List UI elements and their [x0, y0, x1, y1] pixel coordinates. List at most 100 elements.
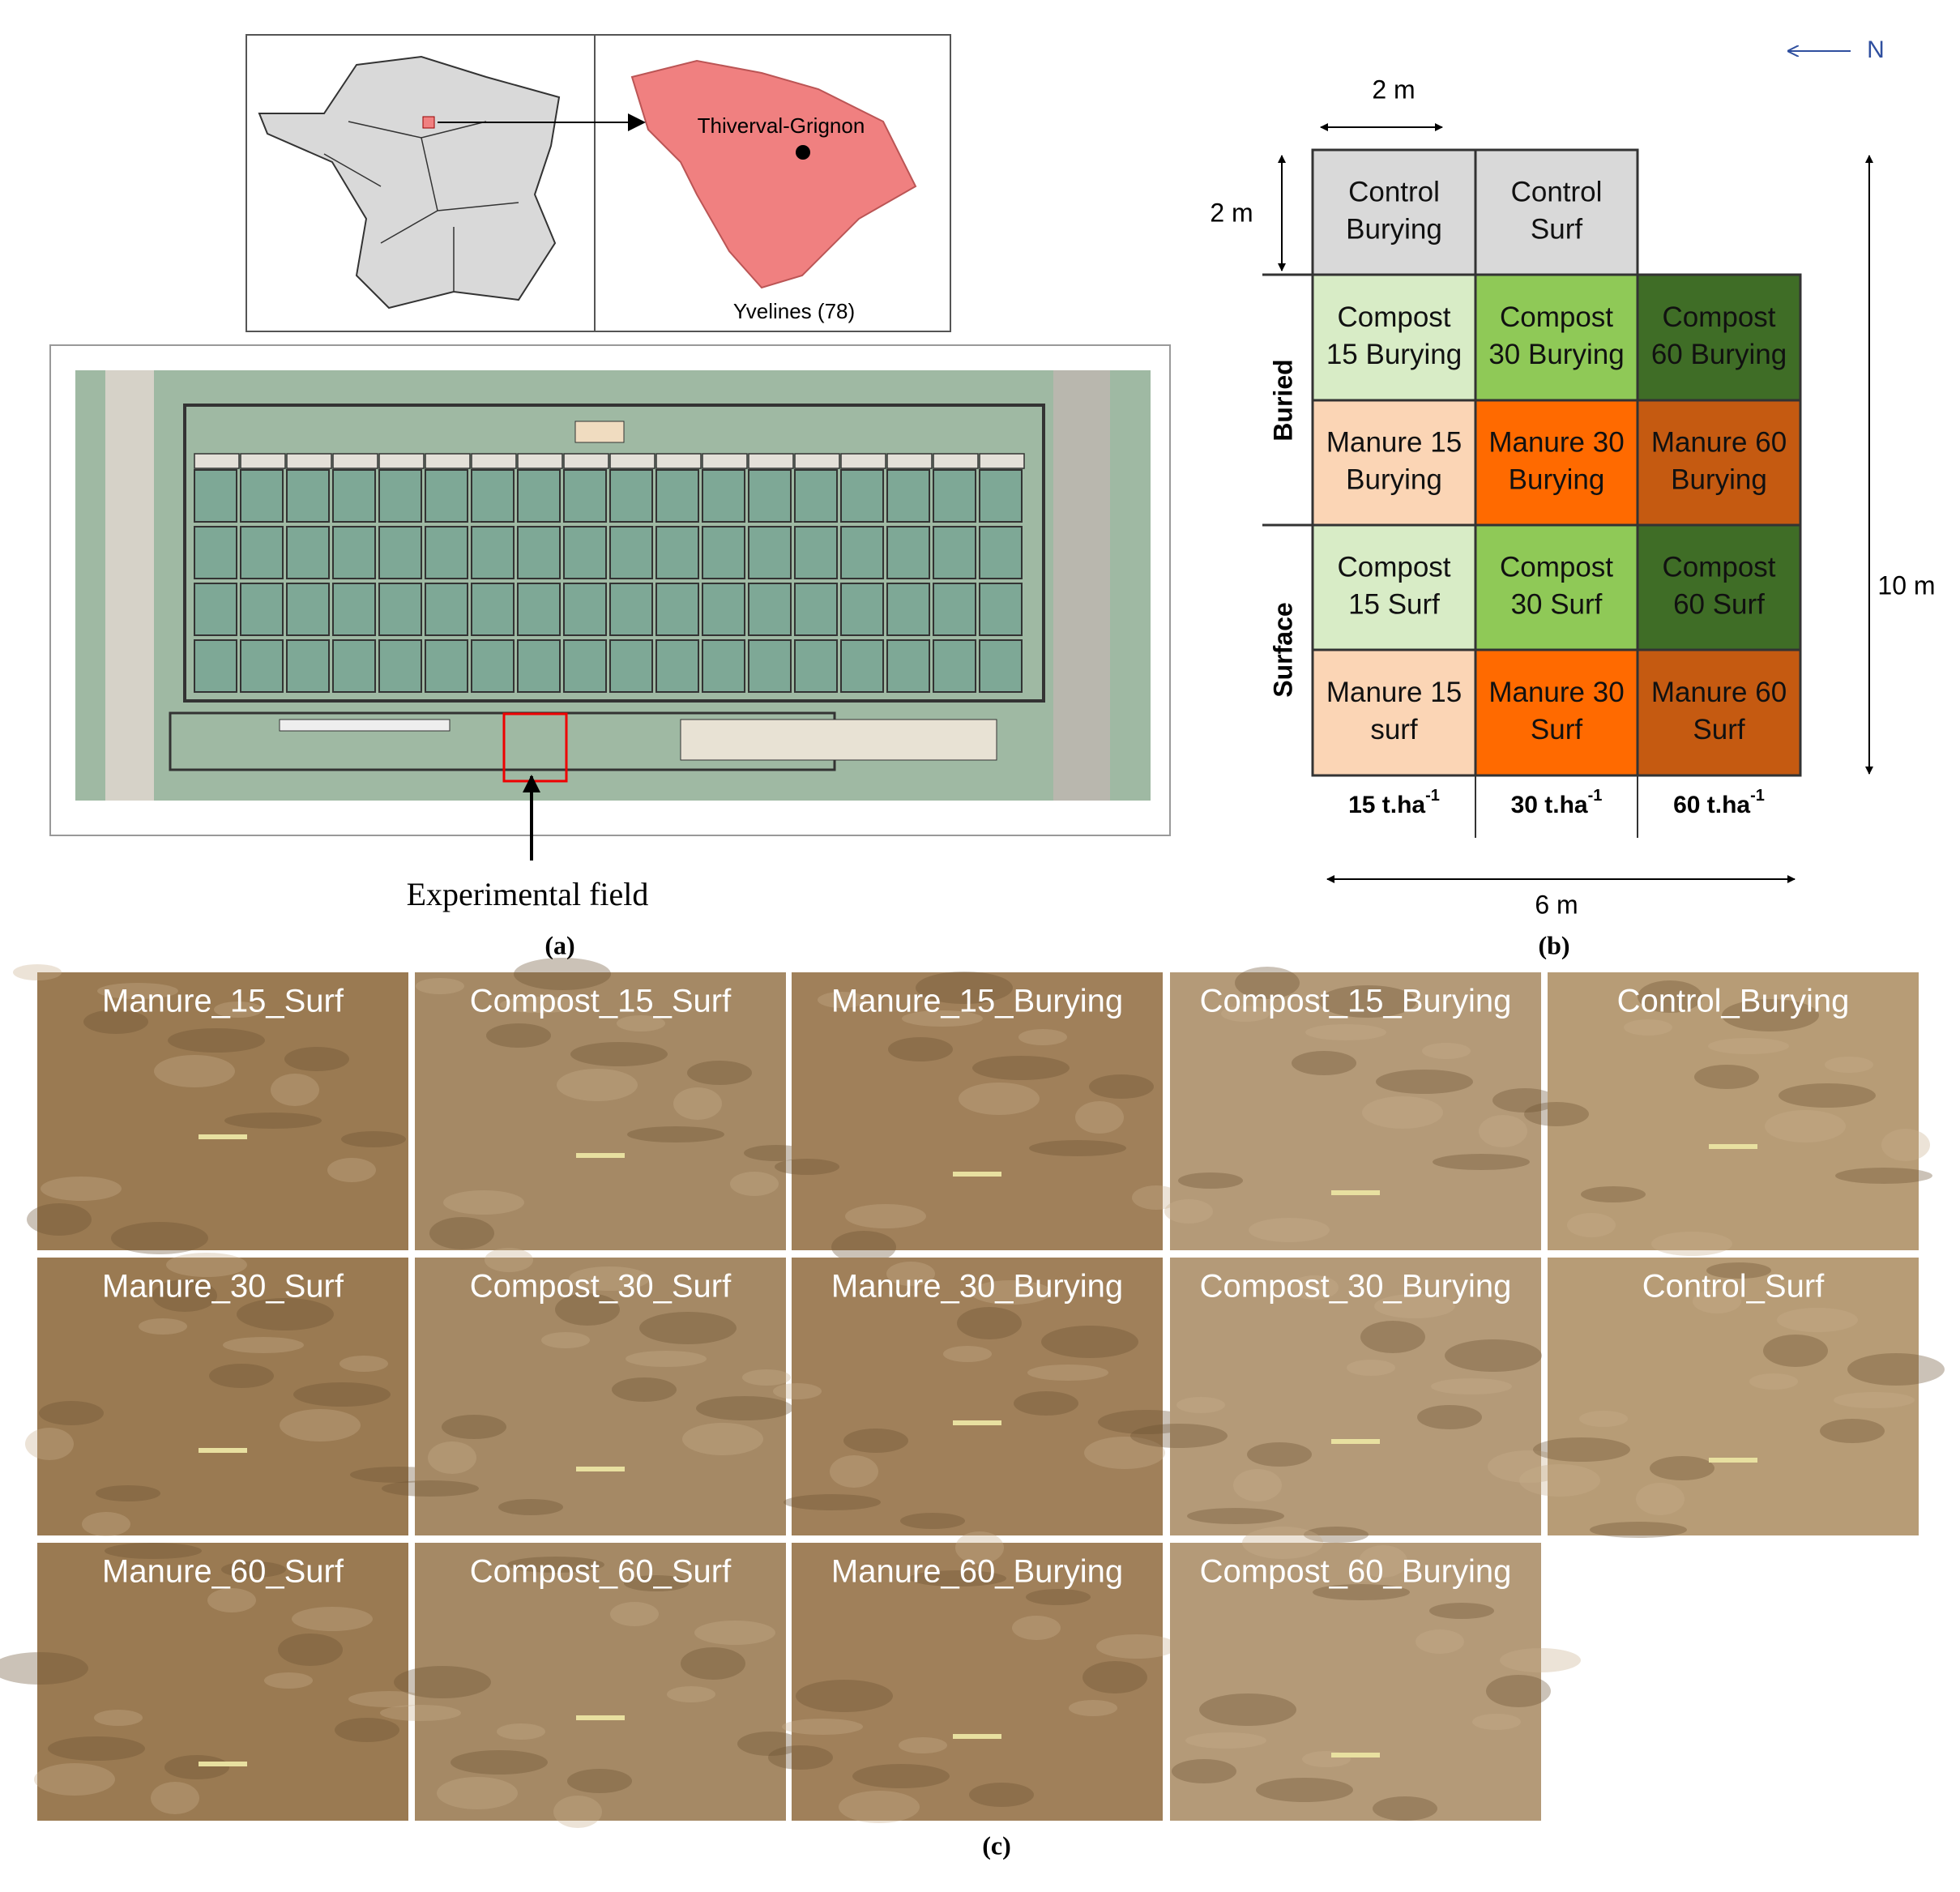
soil-texture: [831, 1231, 896, 1263]
soil-texture: [1304, 1527, 1369, 1543]
soil-photo: [37, 1543, 408, 1821]
soil-texture: [1519, 1464, 1600, 1497]
plot-strip: [517, 453, 563, 469]
plot: [240, 583, 284, 636]
soil-photo: [1170, 1258, 1541, 1535]
plot: [840, 469, 884, 523]
soil-texture: [694, 1621, 775, 1645]
soil-texture: [557, 1069, 638, 1101]
soil-texture: [1416, 1629, 1464, 1654]
plot: [609, 526, 653, 579]
cell-label: Burying: [1346, 213, 1442, 245]
plot: [471, 583, 515, 636]
soil-texture: [1636, 1483, 1685, 1515]
plot-strip: [378, 453, 425, 469]
plot-strip: [979, 453, 1025, 469]
soil-texture: [1376, 1070, 1473, 1094]
soil-texture: [852, 1764, 950, 1788]
soil-texture: [94, 1710, 143, 1726]
plot-strip: [286, 453, 332, 469]
ruler: [199, 1448, 247, 1453]
plot: [286, 639, 330, 693]
soil-texture: [830, 1455, 878, 1488]
soil-texture: [34, 1763, 115, 1796]
plot: [794, 469, 838, 523]
soil-texture: [681, 1647, 745, 1680]
panel-label: (c): [982, 1830, 1011, 1860]
soil-texture: [237, 1298, 334, 1330]
soil-texture: [1249, 1218, 1330, 1242]
plot: [702, 469, 745, 523]
plot: [240, 469, 284, 523]
soil-texture: [1417, 1405, 1482, 1429]
soil-texture: [971, 1280, 1052, 1305]
soil-texture: [209, 1364, 274, 1388]
soil-texture: [782, 1719, 863, 1735]
soil-texture: [1445, 1339, 1542, 1372]
plot-strip: [840, 453, 886, 469]
road: [1053, 370, 1110, 801]
soil-texture: [1069, 1700, 1117, 1716]
dimension-label: 2 m: [1210, 198, 1253, 227]
cell-label: 60 Burying: [1651, 339, 1787, 370]
soil-texture: [271, 1074, 319, 1106]
soil-texture: [1881, 1129, 1930, 1161]
soil-photo: [37, 1258, 408, 1535]
plot: [517, 639, 561, 693]
plot-strip: [574, 421, 625, 443]
plot: [933, 469, 976, 523]
soil-texture: [696, 1396, 793, 1420]
plot-strip: [886, 453, 933, 469]
soil-texture: [27, 1203, 92, 1236]
soil-texture: [555, 1293, 620, 1326]
soil-texture: [41, 1177, 122, 1201]
cell-label: Manure 60: [1651, 426, 1787, 458]
soil-photo: [1170, 1543, 1541, 1821]
ruler: [576, 1153, 625, 1158]
soil-texture: [845, 1204, 926, 1228]
plot-strip: [194, 453, 240, 469]
plot: [933, 639, 976, 693]
soil-texture: [1360, 1321, 1425, 1353]
soil-texture: [1176, 1397, 1225, 1413]
soil-texture: [1347, 1360, 1395, 1376]
soil-texture: [1096, 1634, 1177, 1659]
column-label-sup: -1: [1588, 787, 1603, 805]
column-label-base: 30 t.ha: [1511, 792, 1588, 818]
soil-texture: [626, 1351, 707, 1367]
ruler: [1709, 1458, 1757, 1463]
column-label-base: 15 t.ha: [1348, 792, 1425, 818]
soil-texture: [682, 1423, 763, 1455]
soil-texture: [1650, 1456, 1714, 1480]
soil-texture: [83, 1010, 148, 1034]
soil-texture: [916, 972, 1013, 1004]
soil-texture: [1472, 1714, 1521, 1730]
soil-texture: [335, 1718, 399, 1742]
plot: [933, 526, 976, 579]
soil-photo: [1548, 972, 1919, 1250]
plot: [332, 526, 376, 579]
soil-texture: [1590, 1522, 1687, 1538]
cell-label: Surf: [1531, 714, 1582, 745]
soil-texture: [969, 1783, 1034, 1807]
soil-texture: [818, 992, 866, 1008]
soil-texture: [1374, 1294, 1455, 1318]
soil-texture: [955, 1531, 1004, 1564]
panel-label: (b): [1538, 930, 1569, 959]
soil-texture: [168, 1028, 265, 1053]
cell-label: Manure 30: [1488, 426, 1624, 458]
soil-texture: [687, 1061, 752, 1085]
soil-texture: [1256, 1778, 1353, 1802]
soil-texture: [264, 1672, 313, 1689]
plot: [609, 583, 653, 636]
plot: [794, 526, 838, 579]
soil-texture: [1199, 1693, 1296, 1726]
soil-texture: [737, 1732, 802, 1756]
plot-cell: [1636, 399, 1802, 527]
soil-texture: [154, 1055, 235, 1087]
soil-texture: [639, 1312, 737, 1344]
soil-texture: [1233, 1469, 1282, 1501]
plot-cell: [1474, 148, 1639, 276]
plot: [425, 583, 468, 636]
cell-label: Surf: [1693, 714, 1744, 745]
